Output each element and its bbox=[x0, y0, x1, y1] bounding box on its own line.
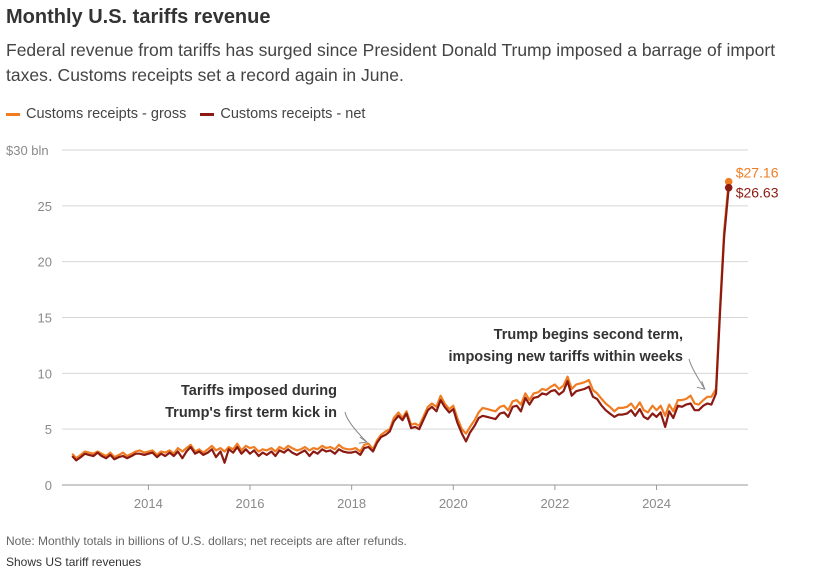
legend-swatch-net bbox=[200, 112, 215, 116]
annotation-second-term-line1: Trump begins second term, bbox=[494, 327, 683, 343]
y-tick-label: $30 bln bbox=[6, 143, 49, 158]
end-point-gross bbox=[724, 177, 733, 186]
end-point-net bbox=[724, 183, 733, 192]
legend: Customs receipts - gross Customs receipt… bbox=[6, 106, 365, 122]
legend-item-gross: Customs receipts - gross bbox=[6, 106, 186, 122]
annotation-arrow-second-term bbox=[688, 358, 706, 390]
y-tick-label: 25 bbox=[38, 199, 52, 214]
line-chart: 0 5 10 15 20 25 $30 bln 2014 2016 2018 2020 2022 202… bbox=[6, 143, 779, 511]
x-tick-label: 2018 bbox=[337, 496, 366, 511]
x-tick-label: 2016 bbox=[236, 496, 265, 511]
x-tick-label: 2020 bbox=[439, 496, 468, 511]
chart-title: Monthly U.S. tariffs revenue bbox=[6, 6, 271, 28]
legend-item-net: Customs receipts - net bbox=[200, 106, 365, 122]
series-line-gross bbox=[71, 181, 730, 460]
y-tick-label: 10 bbox=[38, 366, 52, 381]
chart-subtitle: Federal revenue from tariffs has surged … bbox=[6, 40, 776, 85]
end-label-net: $26.63 bbox=[736, 185, 779, 201]
y-tick-label: 0 bbox=[45, 478, 52, 493]
x-tick-label: 2014 bbox=[134, 496, 163, 511]
annotation-arrowhead-first-term bbox=[358, 436, 369, 444]
x-tick-label: 2024 bbox=[642, 496, 671, 511]
legend-swatch-gross bbox=[6, 112, 20, 116]
y-tick-label: 20 bbox=[38, 255, 52, 270]
legend-label-net: Customs receipts - net bbox=[220, 106, 366, 122]
chart-source: Shows US tariff revenues bbox=[6, 555, 142, 569]
y-tick-label: 15 bbox=[38, 311, 52, 326]
annotation-arrow-first-term bbox=[344, 411, 368, 443]
legend-label-gross: Customs receipts - gross bbox=[26, 106, 187, 122]
annotation-arrowhead-second-term bbox=[696, 381, 706, 390]
annotation-first-term-line1: Tariffs imposed during bbox=[181, 383, 337, 399]
y-tick-label: 5 bbox=[45, 422, 52, 437]
x-tick-label: 2022 bbox=[540, 496, 569, 511]
chart-note: Note: Monthly totals in billions of U.S.… bbox=[6, 534, 407, 548]
series-line-net bbox=[71, 187, 730, 464]
annotation-second-term-line2: imposing new tariffs within weeks bbox=[449, 349, 683, 365]
end-label-gross: $27.16 bbox=[736, 165, 779, 181]
annotation-first-term-line2: Trump's first term kick in bbox=[165, 405, 337, 421]
